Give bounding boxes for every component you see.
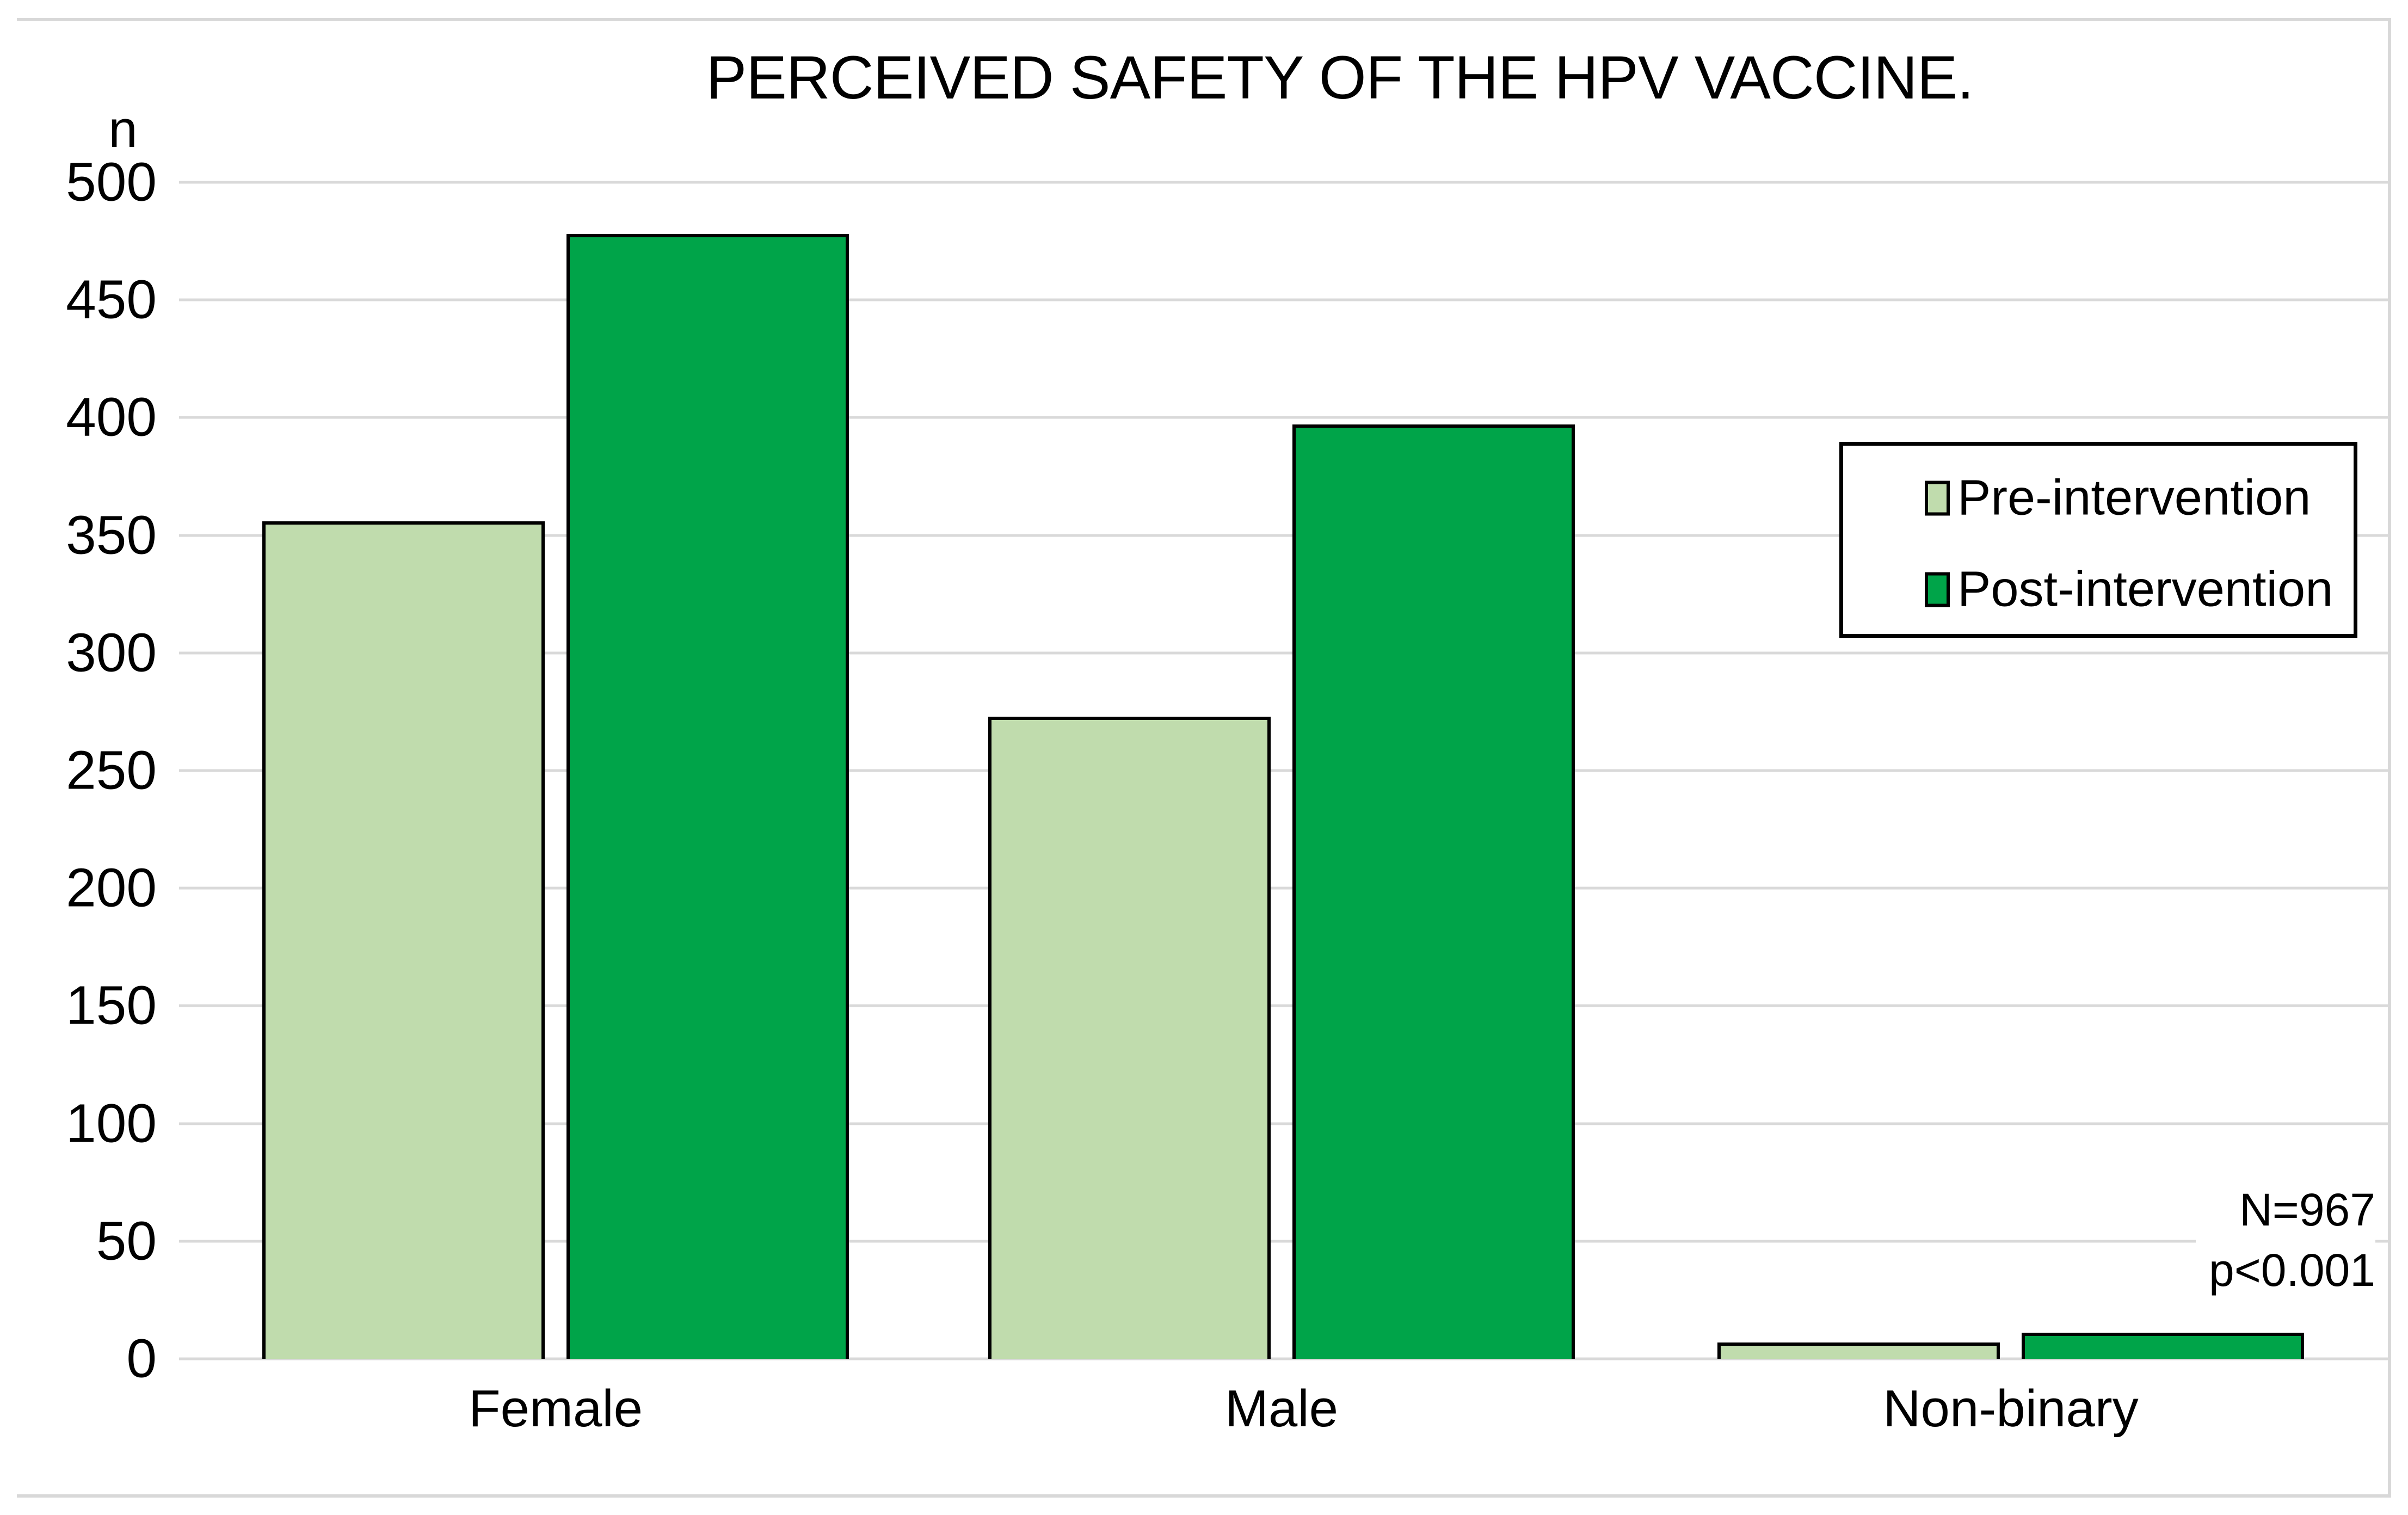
gridline-200	[179, 886, 2389, 890]
gridline-100	[179, 1122, 2389, 1125]
y-tick-label-0: 0	[126, 1328, 157, 1389]
y-tick-label-300: 300	[66, 622, 157, 683]
annotation-text: N=967 p<0.001	[2196, 1180, 2375, 1301]
annotation-sample-size: N=967	[2239, 1184, 2375, 1235]
legend: Pre-intervention Post-intervention	[1839, 442, 2357, 638]
y-tick-label-500: 500	[66, 151, 157, 213]
legend-label-pre-intervention: Pre-intervention	[1957, 470, 2311, 526]
x-axis-line	[179, 1357, 2389, 1360]
y-tick-label-200: 200	[66, 857, 157, 919]
legend-entry-post-intervention: Post-intervention	[1925, 561, 2333, 618]
category-label-non-binary: Non-binary	[1883, 1379, 2139, 1438]
bar-post-intervention-non-binary	[2022, 1333, 2304, 1359]
bar-pre-intervention-female	[262, 521, 545, 1359]
gridline-450	[179, 298, 2389, 301]
bar-post-intervention-male	[1292, 424, 1575, 1359]
legend-swatch-post-intervention	[1925, 572, 1950, 607]
gridline-500	[179, 181, 2389, 184]
y-tick-label-150: 150	[66, 975, 157, 1036]
gridline-350	[179, 534, 2389, 537]
plot-area	[179, 181, 2389, 1360]
y-axis-unit-label: n	[108, 100, 138, 158]
bar-pre-intervention-male	[988, 717, 1271, 1359]
y-tick-label-400: 400	[66, 386, 157, 448]
y-tick-label-450: 450	[66, 269, 157, 330]
y-tick-label-250: 250	[66, 740, 157, 801]
legend-entry-pre-intervention: Pre-intervention	[1925, 470, 2311, 527]
legend-swatch-pre-intervention	[1925, 481, 1950, 515]
gridline-50	[179, 1240, 2389, 1243]
gridline-150	[179, 1004, 2389, 1007]
annotation-p-value: p<0.001	[2209, 1244, 2375, 1296]
y-tick-label-50: 50	[96, 1210, 157, 1272]
chart-title: PERCEIVED SAFETY OF THE HPV VACCINE.	[706, 44, 1974, 112]
y-tick-label-350: 350	[66, 504, 157, 566]
y-tick-label-100: 100	[66, 1093, 157, 1154]
category-label-male: Male	[1224, 1379, 1339, 1438]
legend-label-post-intervention: Post-intervention	[1957, 561, 2333, 617]
bar-pre-intervention-non-binary	[1717, 1342, 2000, 1359]
bar-post-intervention-female	[566, 234, 849, 1359]
figure-border	[17, 18, 2391, 1498]
category-label-female: Female	[468, 1379, 643, 1438]
gridline-400	[179, 416, 2389, 419]
gridline-250	[179, 769, 2389, 772]
gridline-300	[179, 651, 2389, 655]
